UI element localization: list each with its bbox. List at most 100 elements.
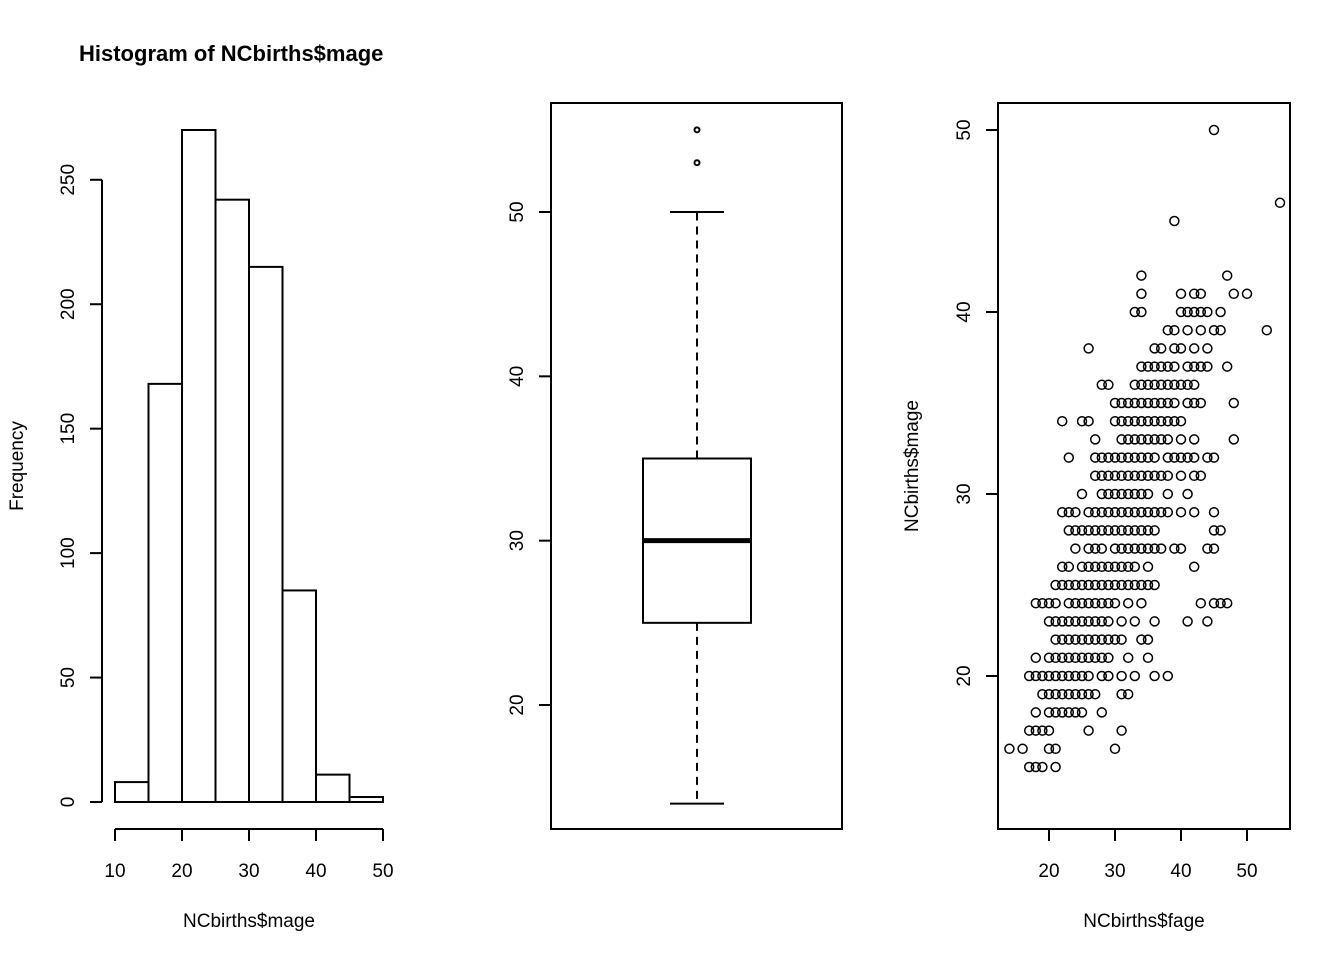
scatter-point-167 [1149,525,1160,536]
histogram-bar-7 [348,796,384,803]
scatter-point-207 [1136,470,1147,482]
scatter-point-206 [1129,470,1141,482]
scatter-point-106 [1208,597,1220,609]
histogram-bars [114,129,384,804]
scatter-point-149 [1155,543,1167,554]
scatter-point-289 [1162,361,1174,372]
scatter-point-244 [1228,434,1240,445]
scatter-point-107 [1215,597,1226,609]
histogram-y-tick-label-150: 150 [58,413,79,445]
scatter-point-181 [1136,506,1147,518]
histogram-bar-2 [181,129,217,803]
scatter-point-283 [1182,379,1193,391]
scatter-point-38 [1050,670,1061,682]
scatter-point-243 [1188,434,1200,445]
scatter-point-170 [1056,506,1068,518]
scatter-point-204 [1116,470,1127,482]
scatter-point-165 [1136,525,1147,536]
scatter-point-313 [1182,306,1193,318]
scatter-point-138 [1070,543,1081,554]
scatter-point-88 [1149,616,1160,627]
histogram-x-tick-label-10: 10 [104,861,125,882]
scatter-point-193 [1116,488,1127,500]
scatter-point-282 [1175,379,1187,391]
scatter-point-192 [1109,488,1121,500]
scatter-point-213 [1188,470,1200,482]
scatter-point-39 [1056,670,1068,682]
scatter-point-227 [1169,452,1180,463]
scatter-point-128 [1083,561,1094,573]
scatter-point-36 [1037,670,1048,682]
scatter-point-257 [1169,415,1180,427]
scatter-point-321 [1195,288,1207,300]
scatter-point-255 [1155,415,1167,427]
scatter-point-249 [1116,415,1127,427]
scatter-point-205 [1122,470,1134,482]
scatter-point-238 [1142,434,1154,445]
scatter-x-tick-label-20: 20 [1038,861,1059,882]
scatter-point-287 [1149,361,1160,372]
scatter-point-203 [1109,470,1121,482]
scatter-point-24 [1043,688,1055,700]
scatter-point-18 [1056,707,1068,718]
scatter-point-62 [1142,652,1154,664]
scatter-point-108 [1221,597,1233,609]
scatter-point-71 [1103,634,1114,645]
scatter-y-label: NCbirths$mage [902,400,923,532]
scatter-point-256 [1162,415,1174,427]
scatter-point-91 [1030,597,1042,609]
scatter-point-7 [1037,761,1048,773]
scatter-point-101 [1103,597,1114,609]
scatter-point-22 [1096,707,1108,718]
boxplot-y-tick-label-40: 40 [507,366,528,387]
scatter-point-218 [1103,452,1114,463]
scatter-point-10 [1030,725,1042,736]
scatter-point-43 [1083,670,1094,682]
scatter-point-263 [1136,397,1147,409]
scatter-point-143 [1116,543,1127,554]
scatter-point-220 [1116,452,1127,463]
scatter-point-314 [1188,306,1200,318]
scatter-point-324 [1136,270,1147,281]
scatter-point-5 [1023,761,1035,773]
scatter-point-250 [1122,415,1134,427]
scatter-point-98 [1083,597,1094,609]
scatter-point-186 [1175,506,1187,518]
scatter-point-292 [1188,361,1200,372]
scatter-point-148 [1149,543,1160,554]
scatter-point-281 [1169,379,1180,391]
scatter-point-94 [1050,597,1061,609]
scatter-point-16 [1043,707,1055,718]
scatter-point-124 [1149,579,1160,591]
scatter-point-51 [1043,652,1055,664]
scatter-point-217 [1096,452,1108,463]
scatter-point-34 [1023,670,1035,682]
scatter-point-70 [1096,634,1108,645]
scatter-y-tick-label-20: 20 [954,665,975,686]
scatter-point-104 [1136,597,1147,609]
scatter-point-96 [1070,597,1081,609]
scatter-point-230 [1188,452,1200,463]
scatter-point-80 [1070,616,1081,627]
scatter-point-199 [1182,488,1193,500]
scatter-point-2 [1043,743,1055,755]
scatter-point-290 [1169,361,1180,372]
scatter-point-28 [1070,688,1081,700]
scatter-point-184 [1155,506,1167,518]
scatter-point-225 [1149,452,1160,463]
scatter-point-219 [1109,452,1121,463]
scatter-point-162 [1116,525,1127,536]
scatter-point-0 [1004,743,1015,755]
scatter-point-123 [1142,579,1154,591]
scatter-point-78 [1056,616,1068,627]
scatter-point-166 [1142,525,1154,536]
histogram-panel: Histogram of NCbirths$mage 10 20 30 40 50 0 5… [7,41,394,932]
scatter-point-35 [1030,670,1042,682]
scatter-point-95 [1063,597,1075,609]
scatter-point-27 [1063,688,1075,700]
scatter-point-216 [1089,452,1101,463]
scatter-point-231 [1202,452,1213,463]
scatter-point-168 [1208,525,1220,536]
scatter-point-4 [1109,743,1121,755]
scatter-point-105 [1195,597,1207,609]
